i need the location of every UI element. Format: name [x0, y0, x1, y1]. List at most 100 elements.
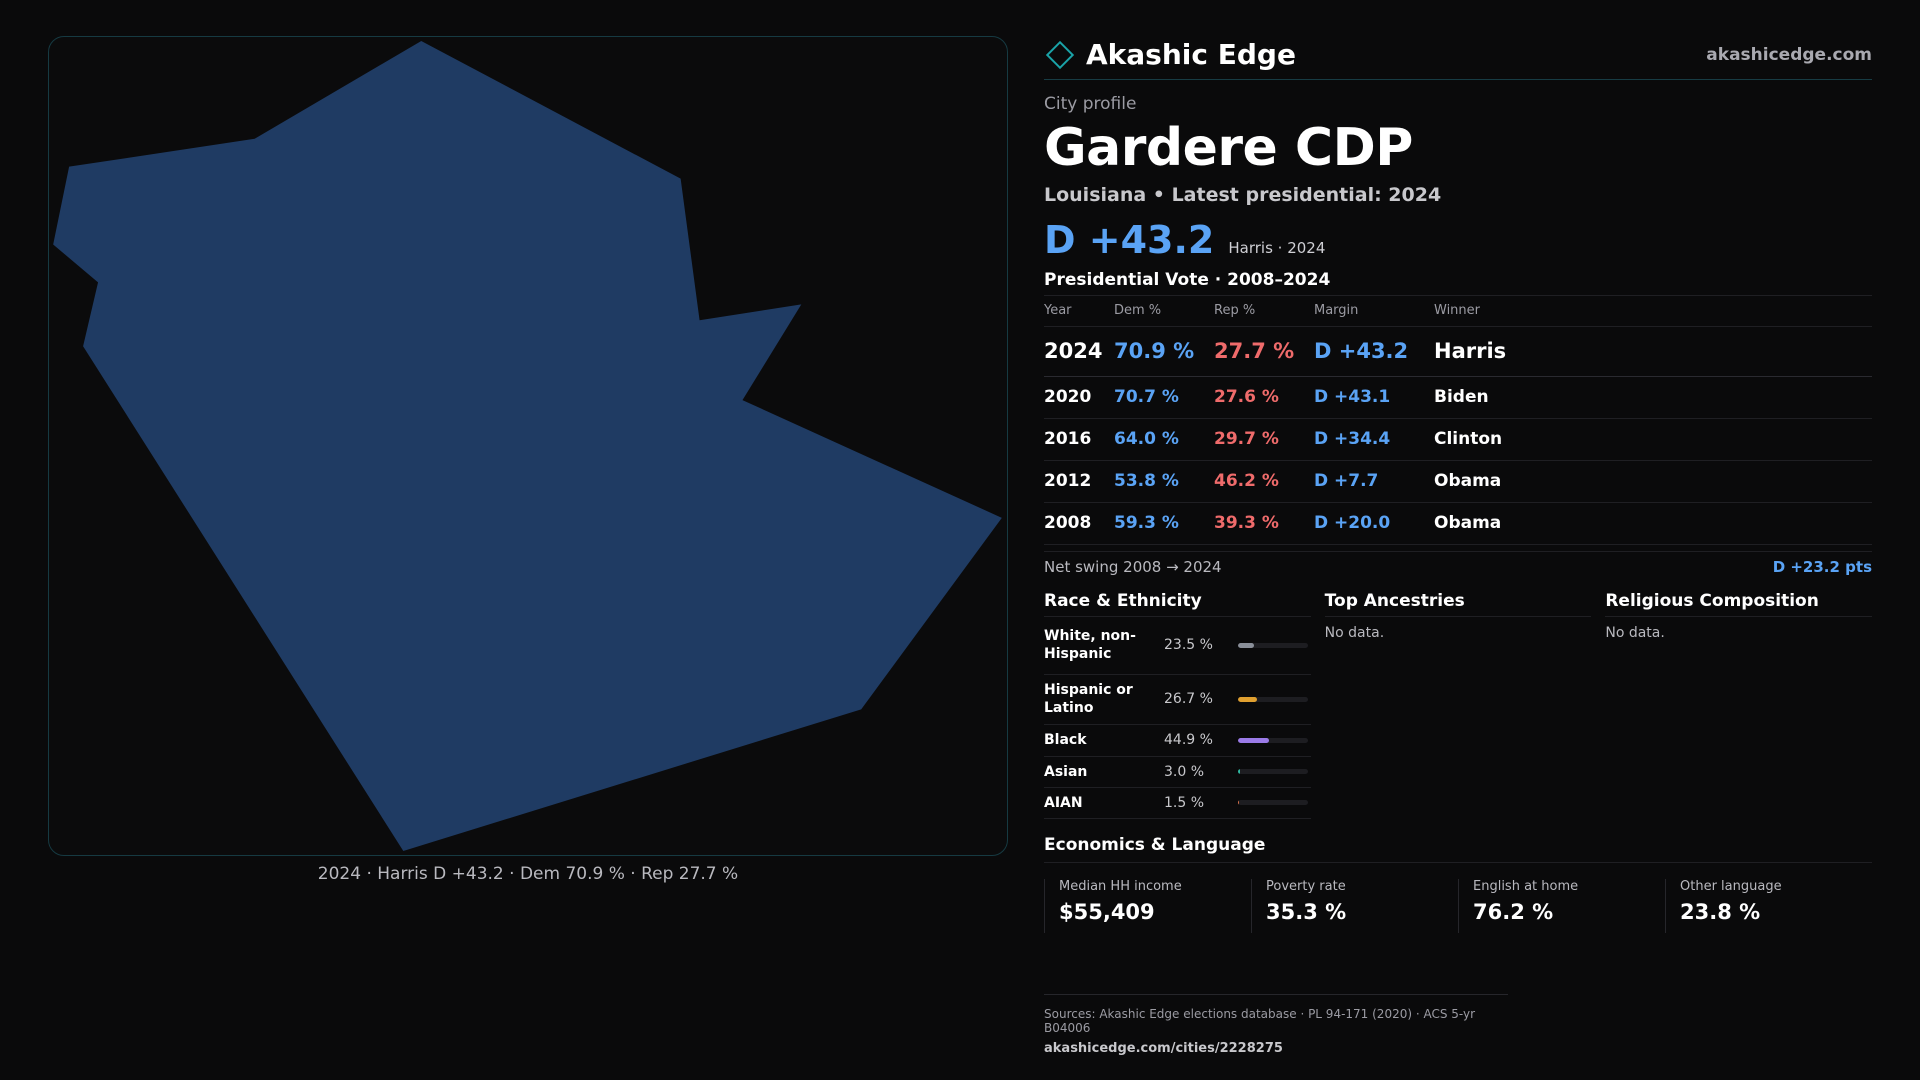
race-bar: [1238, 800, 1308, 805]
race-bar-fill: [1238, 696, 1257, 702]
stat-label: Other language: [1680, 878, 1782, 894]
row-rep: 27.6 %: [1214, 376, 1314, 419]
brand-bar: Akashic Edge akashicedge.com: [1044, 30, 1872, 80]
map-caption: 2024 · Harris D +43.2 · Dem 70.9 % · Rep…: [317, 864, 739, 884]
map-panel[interactable]: [48, 36, 1008, 856]
profile-label: City profile: [1044, 94, 1137, 114]
row-winner: Obama: [1434, 460, 1872, 503]
race-bar-fill: [1238, 800, 1240, 805]
row-rep: 27.7 %: [1214, 326, 1314, 377]
economics-cards: Median HH income $55,409 Poverty rate 35…: [1044, 878, 1872, 933]
table-row: 2012 53.8 % 46.2 % D +7.7 Obama: [1044, 460, 1872, 503]
row-winner: Biden: [1434, 376, 1872, 419]
row-dem: 53.8 %: [1114, 460, 1214, 503]
race-section: Race & Ethnicity White, non-Hispanic 23.…: [1044, 587, 1311, 819]
headline-note: Harris · 2024: [1228, 239, 1326, 257]
net-swing-row: Net swing 2008 → 2024 D +23.2 pts: [1044, 550, 1872, 583]
race-row: Black 44.9 %: [1044, 725, 1311, 757]
race-bar: [1238, 769, 1308, 774]
col-year: Year: [1044, 296, 1114, 327]
col-margin: Margin: [1314, 296, 1434, 327]
race-value: 44.9 %: [1164, 732, 1213, 748]
demographics-columns: Race & Ethnicity White, non-Hispanic 23.…: [1044, 587, 1873, 819]
stat-value: $55,409: [1059, 899, 1155, 924]
row-margin: D +34.4: [1314, 418, 1434, 461]
ancestries-empty: No data.: [1324, 624, 1385, 641]
row-winner: Obama: [1434, 502, 1872, 545]
row-margin: D +20.0: [1314, 502, 1434, 545]
row-winner: Clinton: [1434, 418, 1872, 461]
race-row: Hispanic or Latino 26.7 %: [1044, 675, 1311, 725]
race-value: 3.0 %: [1164, 763, 1205, 780]
footer-sources: Sources: Akashic Edge elections database…: [1044, 1007, 1476, 1035]
ancestries-section: Top Ancestries No data.: [1324, 587, 1592, 819]
religion-empty: No data.: [1605, 624, 1665, 641]
ancestries-section-title: Top Ancestries: [1324, 587, 1592, 617]
table-row: 2016 64.0 % 29.7 % D +34.4 Clinton: [1044, 418, 1872, 461]
city-boundary-polygon[interactable]: [53, 40, 1002, 852]
table-row: 2020 70.7 % 27.6 % D +43.1 Biden: [1044, 376, 1872, 419]
stat-value: 23.8 %: [1680, 899, 1761, 924]
stat-value: 76.2 %: [1473, 899, 1554, 924]
row-margin: D +43.1: [1314, 376, 1434, 419]
stat-label: English at home: [1473, 878, 1579, 894]
net-swing-label: Net swing 2008 → 2024: [1044, 558, 1222, 576]
race-section-title: Race & Ethnicity: [1044, 587, 1311, 617]
race-value: 26.7 %: [1164, 691, 1213, 707]
table-row: 2008 59.3 % 39.3 % D +20.0 Obama: [1044, 502, 1872, 545]
economics-section-title: Economics & Language: [1044, 829, 1872, 863]
vote-section-title: Presidential Vote · 2008–2024: [1044, 270, 1872, 296]
religion-section-title: Religious Composition: [1605, 587, 1873, 617]
row-margin: D +43.2: [1314, 326, 1434, 377]
race-bar-fill: [1238, 642, 1255, 648]
vote-table-header: Year Dem % Rep % Margin Winner: [1044, 296, 1872, 327]
col-dem: Dem %: [1114, 296, 1214, 327]
row-dem: 70.7 %: [1114, 376, 1214, 419]
race-bar: [1238, 737, 1308, 743]
brand[interactable]: Akashic Edge: [1044, 38, 1296, 71]
stat-card-english: English at home 76.2 %: [1458, 878, 1665, 933]
race-row: White, non-Hispanic 23.5 %: [1044, 617, 1311, 675]
city-boundary-map[interactable]: [49, 37, 1007, 855]
brand-url-link[interactable]: akashicedge.com: [1706, 44, 1872, 65]
race-label: White, non-Hispanic: [1044, 628, 1136, 662]
stat-label: Poverty rate: [1266, 878, 1346, 894]
race-bar: [1238, 642, 1308, 648]
row-rep: 39.3 %: [1214, 502, 1314, 545]
row-dem: 70.9 %: [1114, 326, 1214, 377]
race-label: AIAN: [1044, 794, 1083, 811]
page-title: Gardere CDP: [1044, 118, 1413, 178]
row-rep: 46.2 %: [1214, 460, 1314, 503]
footer-url-link[interactable]: akashicedge.com/cities/2228275: [1044, 1041, 1283, 1056]
row-year: 2020: [1044, 376, 1114, 419]
race-value: 23.5 %: [1164, 637, 1213, 653]
race-label: Black: [1044, 732, 1087, 748]
row-winner: Harris: [1434, 326, 1872, 377]
row-year: 2008: [1044, 502, 1114, 545]
race-label: Asian: [1044, 763, 1088, 780]
diamond-outline-icon: [1045, 40, 1075, 69]
col-winner: Winner: [1434, 296, 1872, 327]
row-year: 2024: [1044, 326, 1114, 377]
race-bar: [1238, 696, 1308, 702]
col-rep: Rep %: [1214, 296, 1314, 327]
race-bar-fill: [1238, 737, 1270, 743]
race-label: Hispanic or Latino: [1044, 682, 1133, 716]
footer: Sources: Akashic Edge elections database…: [1044, 994, 1508, 1056]
stat-card-poverty: Poverty rate 35.3 %: [1251, 878, 1458, 933]
race-value: 1.5 %: [1164, 794, 1205, 811]
row-rep: 29.7 %: [1214, 418, 1314, 461]
row-margin: D +7.7: [1314, 460, 1434, 503]
stat-card-income: Median HH income $55,409: [1044, 878, 1251, 933]
vote-table: Year Dem % Rep % Margin Winner 2024 70.9…: [1044, 296, 1872, 545]
stat-label: Median HH income: [1059, 878, 1182, 894]
religion-section: Religious Composition No data.: [1605, 587, 1873, 819]
row-dem: 59.3 %: [1114, 502, 1214, 545]
page-subtitle: Louisiana • Latest presidential: 2024: [1044, 184, 1442, 206]
race-row: AIAN 1.5 %: [1044, 788, 1311, 819]
headline-margin: D +43.2: [1044, 218, 1215, 262]
net-swing-value: D +23.2 pts: [1772, 558, 1872, 576]
row-year: 2012: [1044, 460, 1114, 503]
race-bar-fill: [1238, 769, 1241, 774]
profile-panel: Akashic Edge akashicedge.com City profil…: [1044, 30, 1873, 933]
